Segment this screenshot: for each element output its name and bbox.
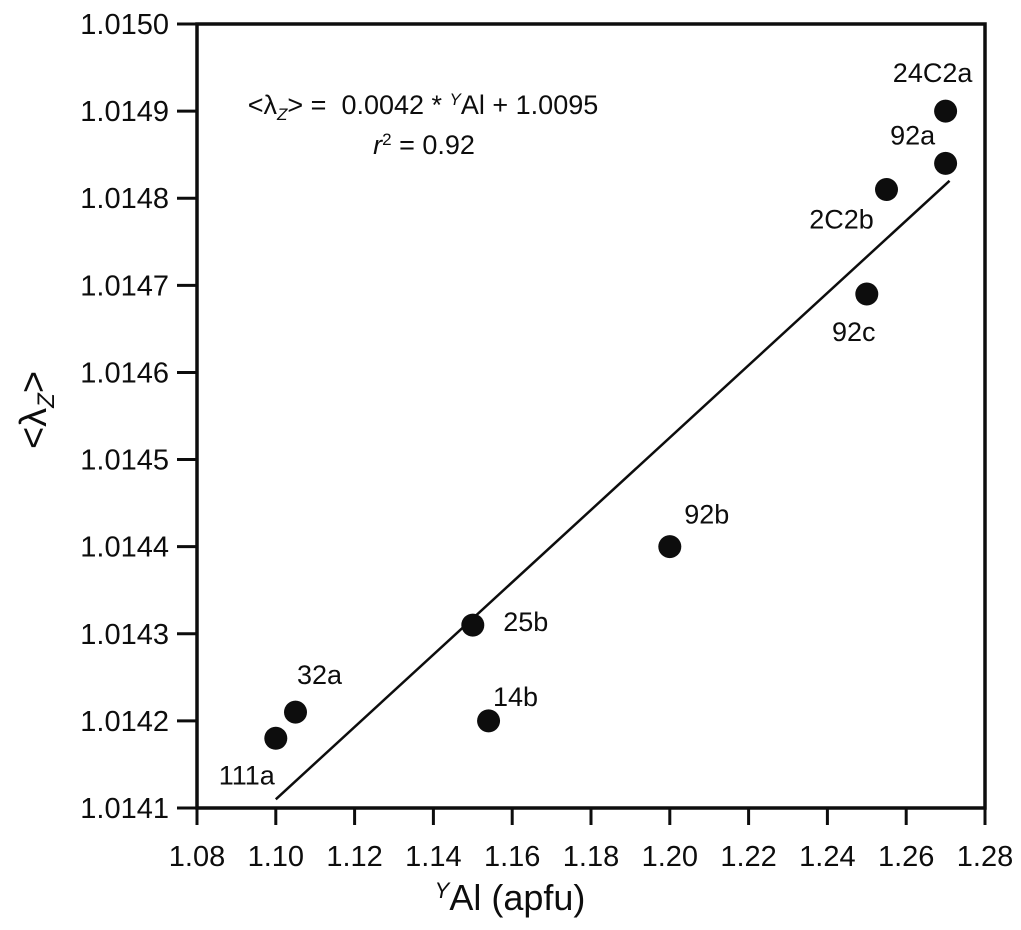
data-point-92c (855, 282, 879, 306)
x-tick-label: 1.22 (720, 841, 776, 873)
y-tick-label: 1.0148 (80, 183, 169, 215)
data-point-label-2C2b: 2C2b (809, 205, 874, 235)
x-axis: 1.08 1.10 1.12 1.14 1.16 1.18 1.20 1.22 1.24 1.26… (169, 808, 1013, 873)
y-tick-label: 1.0146 (80, 357, 169, 389)
data-point-label-92c: 92c (832, 317, 876, 347)
data-point-14b (477, 709, 501, 733)
equation-annotation: <λZ> = 0.0042 * YAl + 1.0095 (248, 90, 599, 124)
data-point-label-24C2a: 24C2a (893, 58, 974, 88)
x-tick-label: 1.26 (878, 841, 934, 873)
x-tick-label: 1.18 (563, 841, 619, 873)
data-point-92b (658, 535, 682, 559)
data-point-32a (284, 700, 307, 724)
data-point-label-92a: 92a (890, 120, 936, 150)
data-point-label-25b: 25b (503, 607, 548, 637)
y-tick-label: 1.0142 (80, 706, 169, 738)
y-tick-label: 1.0150 (80, 9, 169, 41)
y-tick-label: 1.0147 (80, 270, 169, 302)
data-point-2C2b (875, 178, 898, 202)
x-axis-title: YAl (apfu) (435, 877, 586, 918)
x-tick-label: 1.12 (326, 841, 382, 873)
data-points: 111a 32a 25b 14b 92b 92c 2C2b 92a 24C2a (219, 58, 974, 790)
y-tick-label: 1.0141 (80, 793, 169, 825)
data-point-24C2a (934, 99, 958, 123)
data-point-111a (264, 726, 288, 750)
data-point-label-32a: 32a (297, 660, 343, 690)
r-squared-annotation: r2 = 0.92 (373, 130, 475, 160)
x-tick-label: 1.28 (957, 841, 1013, 873)
y-axis-title: <λZ> (13, 371, 60, 449)
data-point-92a (934, 151, 958, 175)
x-tick-label: 1.20 (642, 841, 698, 873)
data-point-label-92b: 92b (684, 500, 729, 530)
x-tick-label: 1.16 (484, 841, 540, 873)
data-point-label-111a: 111a (219, 760, 276, 790)
x-tick-label: 1.08 (169, 841, 225, 873)
y-axis: 1.0150 1.0149 1.0148 1.0147 1.0146 1.0145 1.01… (80, 9, 197, 825)
x-tick-label: 1.10 (248, 841, 304, 873)
trendline (274, 179, 951, 801)
plot-frame (195, 22, 987, 810)
y-tick-label: 1.0144 (80, 532, 169, 564)
x-tick-label: 1.14 (405, 841, 461, 873)
y-tick-label: 1.0143 (80, 619, 169, 651)
x-tick-label: 1.24 (799, 841, 855, 873)
y-tick-label: 1.0149 (80, 96, 169, 128)
y-tick-label: 1.0145 (80, 445, 169, 477)
data-point-25b (461, 613, 485, 637)
data-point-label-14b: 14b (493, 682, 538, 712)
